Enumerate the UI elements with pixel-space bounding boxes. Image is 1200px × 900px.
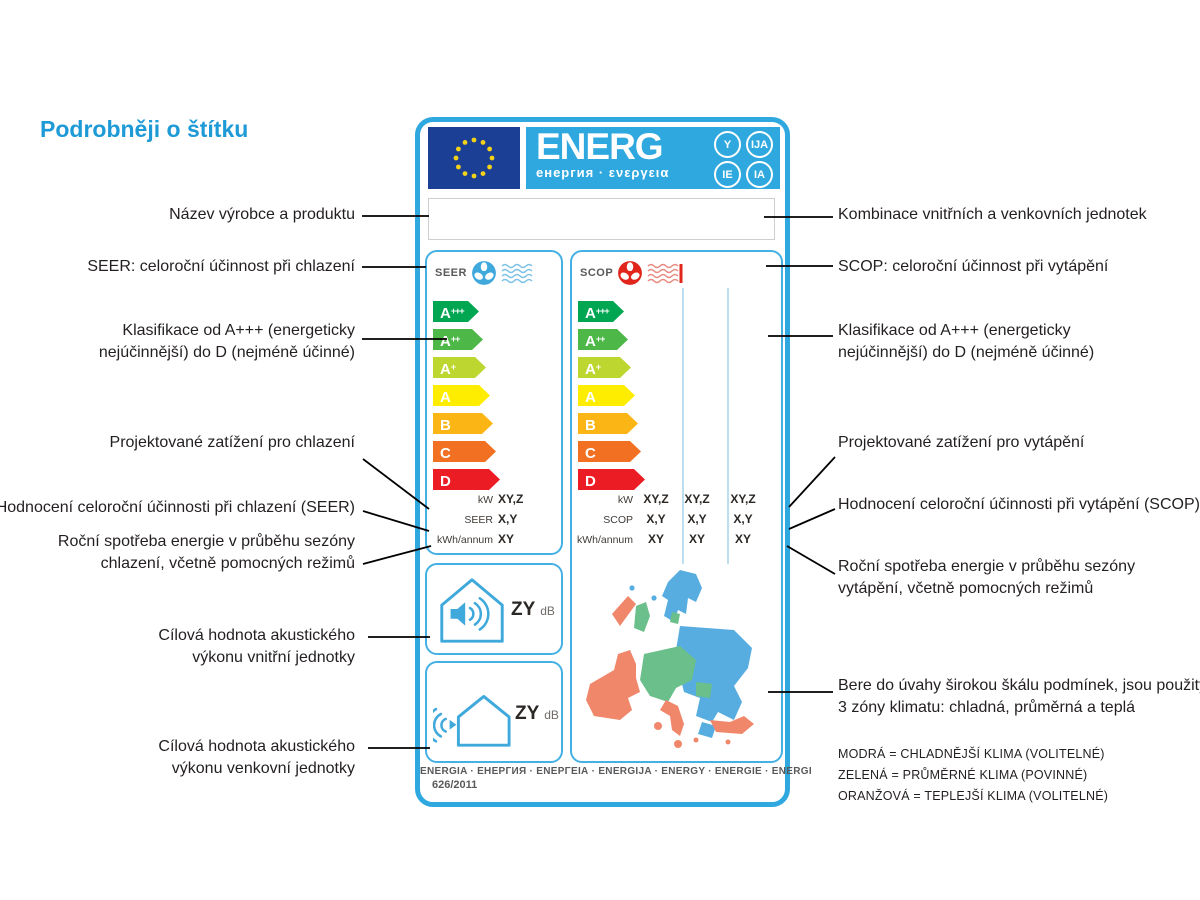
energy-class-arrow: A	[578, 385, 635, 406]
energy-class-arrow: B	[578, 413, 638, 434]
outdoor-noise-unit: dB	[544, 708, 559, 722]
energy-label: ENERG енергия · ενεργεια Y IJA IE IA SEE…	[415, 117, 812, 807]
indoor-noise-icon	[440, 578, 504, 643]
energy-class-arrow: A+	[433, 357, 486, 378]
legend-green: ZELENÁ = PRŮMĚRNÉ KLIMA (POVINNÉ)	[838, 768, 1088, 782]
seer-rating-value: X,Y	[498, 512, 518, 526]
energy-class-arrow: D	[433, 469, 500, 490]
seer-title: SEER	[435, 267, 467, 279]
annual-consumption-heating-warm: XY	[647, 532, 664, 546]
annual-consumption-heating-average: XY	[688, 532, 705, 546]
scop-rating-warm: X,Y	[646, 512, 666, 526]
eu-flag	[428, 127, 520, 189]
annotation-indoor-noise: Cílová hodnota akustického výkonu vnitřní…	[158, 627, 355, 666]
seer-class-scale: A+++ A++ A+ A B C D	[433, 301, 500, 497]
outdoor-noise-icon	[433, 694, 511, 747]
energy-class-arrow: D	[578, 469, 645, 490]
brand-subtitle: енергия · ενεργεια	[536, 165, 670, 180]
energy-languages-line: ENERGIA · ЕНЕРГИЯ · ΕΝΕΡΓΕΙΑ · ENERGIJA …	[420, 766, 812, 777]
map-zone-cold	[629, 570, 752, 738]
seer-values: kW XY,Z SEER X,Y kWh/annum XY	[436, 492, 524, 546]
legend-orange: ORANŽOVÁ = TEPLEJŠÍ KLIMA (VOLITELNÉ)	[838, 789, 1109, 803]
scop-values: kW XY,Z XY,Z XY,Z SCOP X,Y X,Y X,Y kWh/a…	[576, 492, 766, 552]
scop-rating-cold: X,Y	[733, 512, 753, 526]
indoor-noise-unit: dB	[540, 604, 555, 618]
eu-stars-icon	[453, 137, 495, 179]
energy-class-arrow: C	[433, 441, 496, 462]
manufacturer-box	[428, 198, 775, 240]
energy-class-arrow: A+++	[433, 301, 479, 322]
warm-air-waves-icon	[647, 263, 683, 284]
design-load-heating-warm: XY,Z	[643, 492, 669, 506]
design-load-heating-cold: XY,Z	[730, 492, 756, 506]
energy-class-arrow: A++	[578, 329, 628, 350]
annotation-manufacturer: Název výrobce a produktu	[169, 206, 355, 223]
annual-consumption-heating-cold: XY	[734, 532, 751, 546]
annotation-scop-rating: Hodnocení celoroční účinnosti při vytápě…	[838, 496, 1200, 513]
scop-panel: SCOP A	[570, 250, 783, 763]
scop-title: SCOP	[580, 267, 614, 279]
energy-class-arrow: A++	[433, 329, 483, 350]
zone-divider-line	[682, 288, 684, 564]
annotation-climate-zones: Bere do úvahy širokou škálu podmínek, js…	[838, 677, 1200, 716]
zone-divider-line	[727, 288, 729, 564]
annotation-seer-rating: Hodnocení celoroční účinnosti při chlaze…	[0, 499, 355, 516]
heating-fan-icon	[618, 261, 643, 285]
design-load-cooling-value: XY,Z	[498, 492, 524, 506]
badge-ie: IE	[714, 161, 741, 188]
energy-class-arrow: C	[578, 441, 641, 462]
indoor-noise-value: ZY	[511, 599, 535, 620]
map-zone-average	[609, 602, 712, 713]
annotation-classes-right: Klasifikace od A+++ (energeticky nejúčinn…	[838, 322, 1095, 361]
seer-panel: SEER A+++ A++	[425, 250, 563, 555]
regulation-number: 626/2011	[432, 779, 478, 791]
map-zone-warm	[586, 596, 754, 748]
scop-rating-average: X,Y	[687, 512, 707, 526]
climate-zone-legend: MODRÁ = CHLADNĚJŠÍ KLIMA (VOLITELNÉ) ZEL…	[838, 744, 1108, 807]
outdoor-noise-panel: ZY dB	[425, 661, 563, 763]
language-badges: Y IJA IE IA	[714, 131, 774, 188]
label-header: ENERG енергия · ενεργεια Y IJA IE IA	[526, 127, 780, 189]
annotation-annual-heating: Roční spotřeba energie v průběhu sezóny v…	[838, 558, 1136, 597]
annotation-scop: SCOP: celoroční účinnost při vytápění	[838, 258, 1109, 275]
annotation-annual-cooling: Roční spotřeba energie v průběhu sezóny c…	[57, 533, 355, 572]
annotation-classes-left: Klasifikace od A+++ (energeticky nejúčinn…	[98, 322, 355, 361]
europe-climate-map	[584, 568, 774, 759]
badge-ija: IJA	[746, 131, 773, 158]
annotation-seer: SEER: celoroční účinnost při chlazení	[87, 258, 355, 275]
legend-blue: MODRÁ = CHLADNĚJŠÍ KLIMA (VOLITELNÉ)	[838, 747, 1105, 761]
energy-class-arrow: A+	[578, 357, 631, 378]
brand-text: ENERG	[536, 126, 664, 167]
badge-y: Y	[714, 131, 741, 158]
annotation-outdoor-noise: Cílová hodnota akustického výkonu venkovn…	[158, 738, 355, 777]
badge-ia: IA	[746, 161, 773, 188]
energy-class-arrow: A	[433, 385, 490, 406]
annotation-design-load-heating: Projektované zatížení pro vytápění	[838, 434, 1085, 451]
scop-class-scale: A+++ A++ A+ A B C D	[578, 301, 645, 497]
annual-consumption-cooling-value: XY	[498, 532, 515, 546]
page-title: Podrobněji o štítku	[40, 116, 249, 142]
cooling-fan-icon	[472, 261, 496, 285]
outdoor-noise-value: ZY	[515, 703, 539, 724]
indoor-noise-panel: ZY dB	[425, 563, 563, 655]
cool-air-waves-icon	[501, 263, 533, 284]
energy-class-arrow: A+++	[578, 301, 624, 322]
annotation-design-load-cooling: Projektované zatížení pro chlazení	[109, 434, 355, 451]
annotation-units-combination: Kombinace vnitřních a venkovních jednote…	[838, 206, 1147, 223]
design-load-heating-average: XY,Z	[684, 492, 710, 506]
energy-class-arrow: B	[433, 413, 493, 434]
